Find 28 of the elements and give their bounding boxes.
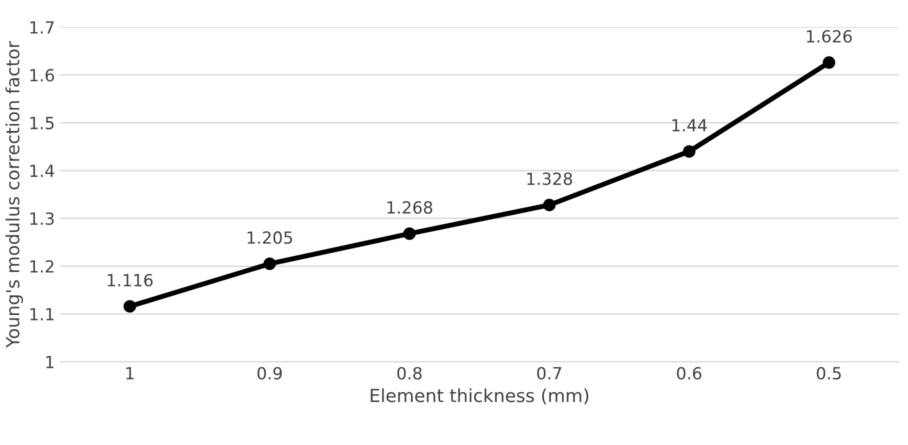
x-tick-label: 0.9 — [258, 366, 282, 380]
point — [263, 258, 276, 270]
data-label: 1.268 — [387, 201, 432, 214]
data-label: 1.116 — [108, 274, 153, 286]
x-tick-label: 0.7 — [537, 366, 562, 380]
y-tick-label: 1.5 — [30, 116, 54, 130]
point — [822, 56, 836, 69]
point — [543, 198, 556, 212]
y-tick-label: 1.3 — [30, 212, 54, 225]
point — [124, 300, 136, 313]
y-tick-label: 1.7 — [30, 21, 54, 34]
point — [682, 145, 696, 158]
y-tick-label: 1.6 — [30, 68, 54, 82]
x-axis-title: Element thickness (mm) — [370, 388, 588, 404]
data-label: 1.205 — [248, 231, 292, 244]
x-tick-label: 0.8 — [397, 366, 422, 380]
y-tick-label: 1.2 — [30, 260, 54, 273]
y-tick-label: 1.1 — [30, 308, 54, 320]
y-tick-label: 1 — [46, 356, 54, 368]
data-label: 1.44 — [672, 119, 707, 132]
point — [403, 227, 416, 240]
data-label: 1.328 — [527, 172, 572, 186]
y-tick-label: 1.4 — [30, 164, 54, 177]
data-label: 1.626 — [806, 30, 852, 43]
y-axis-title: Young's modulus correction factor — [6, 41, 24, 348]
x-tick-label: 0.5 — [816, 366, 841, 380]
x-tick-label: 1 — [126, 367, 134, 380]
x-tick-label: 0.6 — [677, 366, 702, 380]
